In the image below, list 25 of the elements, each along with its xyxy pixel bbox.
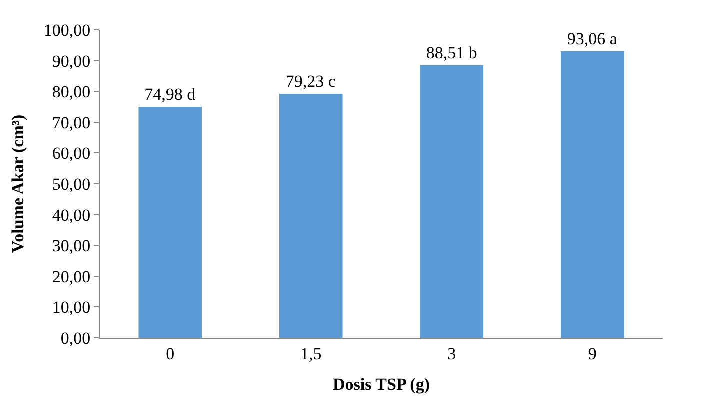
y-tick-label: 0,00 — [60, 328, 91, 348]
y-tick-label: 10,00 — [52, 298, 91, 318]
y-tick-label: 90,00 — [52, 52, 91, 71]
x-tick-label: 1,5 — [300, 344, 322, 364]
data-label: 74,98 d — [144, 85, 196, 104]
y-tick-label: 80,00 — [52, 82, 91, 102]
y-tick-label: 40,00 — [52, 206, 91, 225]
data-label: 93,06 a — [567, 29, 618, 48]
x-tick-label: 3 — [448, 344, 456, 364]
bar — [138, 107, 202, 338]
y-axis-title: Volume Akar (cm³) — [8, 114, 28, 254]
y-tick-label: 60,00 — [52, 144, 91, 164]
data-label: 88,51 b — [426, 43, 478, 62]
y-tick-label: 70,00 — [52, 113, 91, 132]
y-tick-label: 20,00 — [52, 267, 91, 286]
x-tick-label: 9 — [588, 344, 597, 364]
y-tick-label: 50,00 — [52, 174, 91, 194]
x-tick-label: 0 — [166, 344, 175, 364]
x-axis-title: Dosis TSP (g) — [333, 374, 430, 394]
bar — [279, 94, 343, 338]
data-label: 79,23 c — [286, 72, 336, 91]
y-tick-label: 100,00 — [44, 20, 91, 40]
bar — [560, 51, 624, 338]
y-tick-label: 30,00 — [52, 236, 91, 256]
bar — [420, 65, 484, 338]
